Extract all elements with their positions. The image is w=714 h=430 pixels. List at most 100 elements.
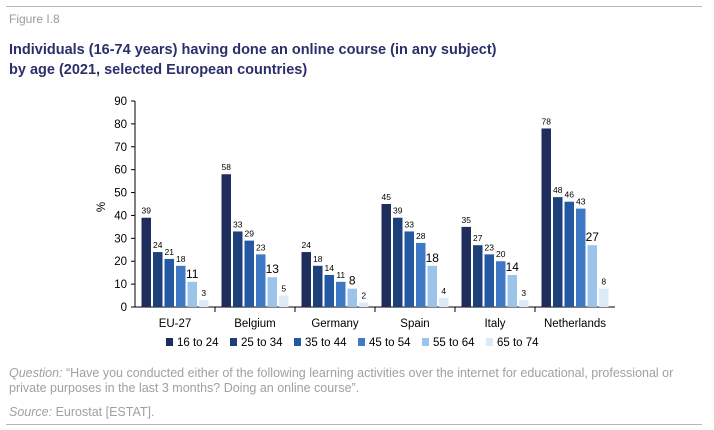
y-axis-label: % (96, 202, 108, 212)
bar (496, 261, 506, 307)
source-label: Source: (9, 405, 53, 419)
bar (359, 302, 369, 307)
bar (141, 217, 151, 307)
bar (164, 258, 174, 307)
legend-label: 45 to 54 (369, 337, 411, 349)
legend-label: 25 to 34 (241, 337, 283, 349)
bar (336, 281, 346, 307)
data-label: 28 (416, 231, 426, 241)
data-label: 21 (165, 247, 175, 257)
bar (473, 245, 483, 307)
data-label: 8 (349, 274, 356, 288)
bar (439, 297, 449, 307)
bar (256, 254, 266, 307)
data-label: 4 (441, 286, 446, 296)
y-tick-label: 70 (114, 142, 127, 154)
legend-swatch (294, 338, 301, 346)
y-tick-label: 80 (114, 119, 127, 131)
y-tick-label: 10 (114, 279, 127, 291)
data-label: 14 (506, 260, 520, 274)
question-note: Question: “Have you conducted either of … (9, 366, 709, 396)
y-tick-label: 30 (114, 233, 127, 245)
bar (347, 288, 357, 307)
data-label: 18 (426, 251, 440, 265)
data-label: 35 (462, 215, 472, 225)
bar (381, 204, 391, 307)
data-label: 24 (153, 240, 163, 250)
category-label: EU-27 (159, 318, 192, 330)
data-label: 45 (382, 192, 392, 202)
bar (599, 288, 609, 307)
bar (153, 252, 163, 307)
data-label: 3 (521, 288, 526, 298)
data-label: 18 (176, 254, 186, 264)
data-label: 27 (473, 233, 483, 243)
data-label: 3 (201, 288, 206, 298)
data-label: 27 (586, 230, 600, 244)
y-tick-label: 20 (114, 256, 127, 268)
y-tick-label: 50 (114, 188, 127, 200)
bar (484, 254, 494, 307)
data-label: 33 (405, 219, 415, 229)
category-label: Germany (311, 318, 359, 330)
bar (427, 265, 437, 307)
legend-swatch (358, 338, 365, 346)
question-label: Question: (9, 366, 63, 380)
bar (519, 300, 529, 307)
legend-label: 65 to 74 (497, 337, 539, 349)
bar (324, 274, 334, 307)
chart-title: Individuals (16-74 years) having done an… (9, 42, 497, 78)
data-label: 5 (281, 284, 286, 294)
legend-swatch (230, 338, 237, 346)
data-label: 11 (336, 270, 345, 280)
y-tick-label: 40 (114, 210, 127, 222)
legend-label: 35 to 44 (305, 337, 347, 349)
data-label: 29 (245, 229, 255, 239)
legend-label: 55 to 64 (433, 337, 475, 349)
data-label: 2 (361, 290, 366, 300)
y-tick-label: 90 (114, 96, 127, 108)
question-text: “Have you conducted either of the follow… (9, 366, 674, 395)
bar (221, 174, 231, 307)
top-rule (6, 6, 702, 7)
bar (244, 240, 254, 307)
data-label: 39 (142, 206, 152, 216)
bar (404, 231, 414, 307)
bottom-rule (6, 424, 702, 425)
category-label: Belgium (234, 318, 276, 330)
data-label: 13 (266, 262, 280, 276)
data-label: 14 (325, 263, 335, 273)
data-label: 24 (302, 240, 312, 250)
bar (541, 128, 551, 307)
bar (461, 226, 471, 307)
legend-swatch (166, 338, 173, 346)
bar (507, 274, 517, 307)
data-label: 23 (485, 242, 495, 252)
bar (416, 242, 426, 307)
bar (267, 277, 277, 307)
y-tick-label: 60 (114, 165, 127, 177)
source-note: Source: Eurostat [ESTAT]. (9, 405, 709, 420)
data-label: 8 (601, 277, 606, 287)
data-label: 39 (393, 206, 403, 216)
source-text: Eurostat [ESTAT]. (55, 405, 155, 419)
data-label: 18 (313, 254, 323, 264)
category-label: Italy (484, 318, 505, 330)
figure-label: Figure I.8 (9, 12, 60, 26)
legend-label: 16 to 24 (177, 337, 219, 349)
bar (553, 197, 563, 307)
data-label: 58 (222, 162, 232, 172)
category-label: Spain (400, 318, 429, 330)
y-tick-label: 0 (121, 302, 127, 314)
bar (313, 265, 323, 307)
data-label: 11 (186, 267, 199, 281)
data-label: 43 (576, 197, 586, 207)
data-label: 48 (553, 185, 563, 195)
legend-swatch (422, 338, 429, 346)
data-label: 33 (233, 219, 243, 229)
bar (233, 231, 243, 307)
category-label: Netherlands (544, 318, 606, 330)
data-label: 78 (542, 116, 552, 126)
data-label: 20 (496, 249, 506, 259)
